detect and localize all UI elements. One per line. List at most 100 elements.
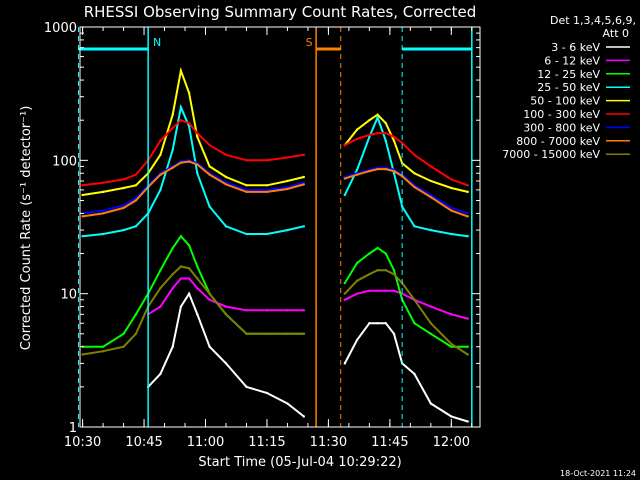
data-point <box>245 190 248 194</box>
data-point <box>101 232 105 236</box>
data-point <box>179 305 183 308</box>
data-point <box>208 165 211 168</box>
data-point <box>265 391 269 395</box>
x-tick-label: 11:15 <box>248 435 285 450</box>
data-point <box>286 187 289 191</box>
data-point <box>413 298 416 301</box>
data-point <box>368 289 371 293</box>
data-point <box>400 141 404 145</box>
data-point <box>302 332 306 336</box>
series-line-6-12-kev <box>147 277 304 316</box>
data-point <box>450 415 453 418</box>
data-point <box>208 143 211 147</box>
data-point <box>343 292 347 295</box>
data-point <box>208 345 211 348</box>
data-point <box>224 153 228 157</box>
data-point <box>208 292 211 295</box>
data-point <box>286 309 289 312</box>
data-point <box>392 289 396 293</box>
saa-marker-label: S <box>306 36 313 49</box>
data-point <box>450 313 453 316</box>
data-point <box>171 126 174 130</box>
data-point <box>384 131 387 135</box>
data-point <box>122 204 125 207</box>
data-point <box>368 322 371 325</box>
data-point <box>466 184 469 187</box>
data-point <box>302 153 306 157</box>
data-point <box>466 215 469 218</box>
data-point <box>122 206 125 210</box>
data-point <box>302 225 306 228</box>
data-point <box>384 252 387 255</box>
x-tick-label: 11:45 <box>371 435 408 450</box>
data-point <box>171 272 174 276</box>
data-point <box>286 156 289 159</box>
data-point <box>171 345 174 348</box>
series-line-7000-15000-kev <box>82 265 304 356</box>
data-point <box>355 279 359 282</box>
data-point <box>187 267 191 270</box>
data-point <box>81 193 84 197</box>
data-point <box>413 185 416 189</box>
data-point <box>392 172 396 175</box>
data-point <box>208 298 211 301</box>
data-point <box>171 286 174 290</box>
data-point <box>265 184 269 187</box>
data-point <box>159 139 162 143</box>
data-point <box>159 153 162 157</box>
data-point <box>413 153 416 157</box>
data-point <box>81 234 84 238</box>
data-point <box>187 244 191 247</box>
data-point <box>368 118 371 122</box>
data-point <box>343 193 347 197</box>
data-point <box>466 345 469 348</box>
data-point <box>450 178 453 181</box>
data-point <box>134 332 138 336</box>
data-point <box>368 252 371 255</box>
series-line-100-300-kev <box>82 119 304 187</box>
data-point <box>429 322 433 325</box>
data-point <box>355 168 359 171</box>
data-point <box>355 128 359 131</box>
y-tick-label: 1 <box>69 421 77 436</box>
data-point <box>368 272 371 276</box>
legend-label: 100 - 300 keV <box>523 108 600 121</box>
data-point <box>384 268 387 272</box>
data-point <box>134 173 138 176</box>
data-point <box>413 225 416 228</box>
footer-date: 18-Oct-2021 11:24 <box>560 469 636 478</box>
data-point <box>302 175 306 179</box>
data-point <box>159 305 162 308</box>
data-point <box>413 172 416 175</box>
data-point <box>179 161 183 164</box>
data-point <box>187 160 191 163</box>
data-point <box>245 159 248 162</box>
data-point <box>122 186 125 190</box>
data-point <box>343 362 347 365</box>
plot-frame <box>79 26 481 428</box>
data-point <box>286 332 289 336</box>
data-point <box>224 362 228 365</box>
data-point <box>376 131 379 135</box>
chart-title: RHESSI Observing Summary Count Rates, Co… <box>84 3 477 21</box>
data-point <box>392 332 396 336</box>
data-point <box>134 225 138 228</box>
data-point <box>429 332 433 336</box>
data-point <box>286 228 289 232</box>
data-point <box>81 184 84 187</box>
data-point <box>134 313 138 316</box>
series-line-800-7000-kev <box>82 160 305 218</box>
data-point <box>429 228 433 232</box>
series-line-3-6-kev <box>147 291 305 418</box>
y-tick-label: 10 <box>60 288 77 303</box>
data-point <box>466 353 469 356</box>
data-point <box>343 281 347 285</box>
data-point <box>355 137 359 141</box>
series-line-50-100-kev <box>82 66 305 196</box>
data-point <box>196 172 199 175</box>
data-point <box>187 121 191 125</box>
data-point <box>413 372 416 376</box>
